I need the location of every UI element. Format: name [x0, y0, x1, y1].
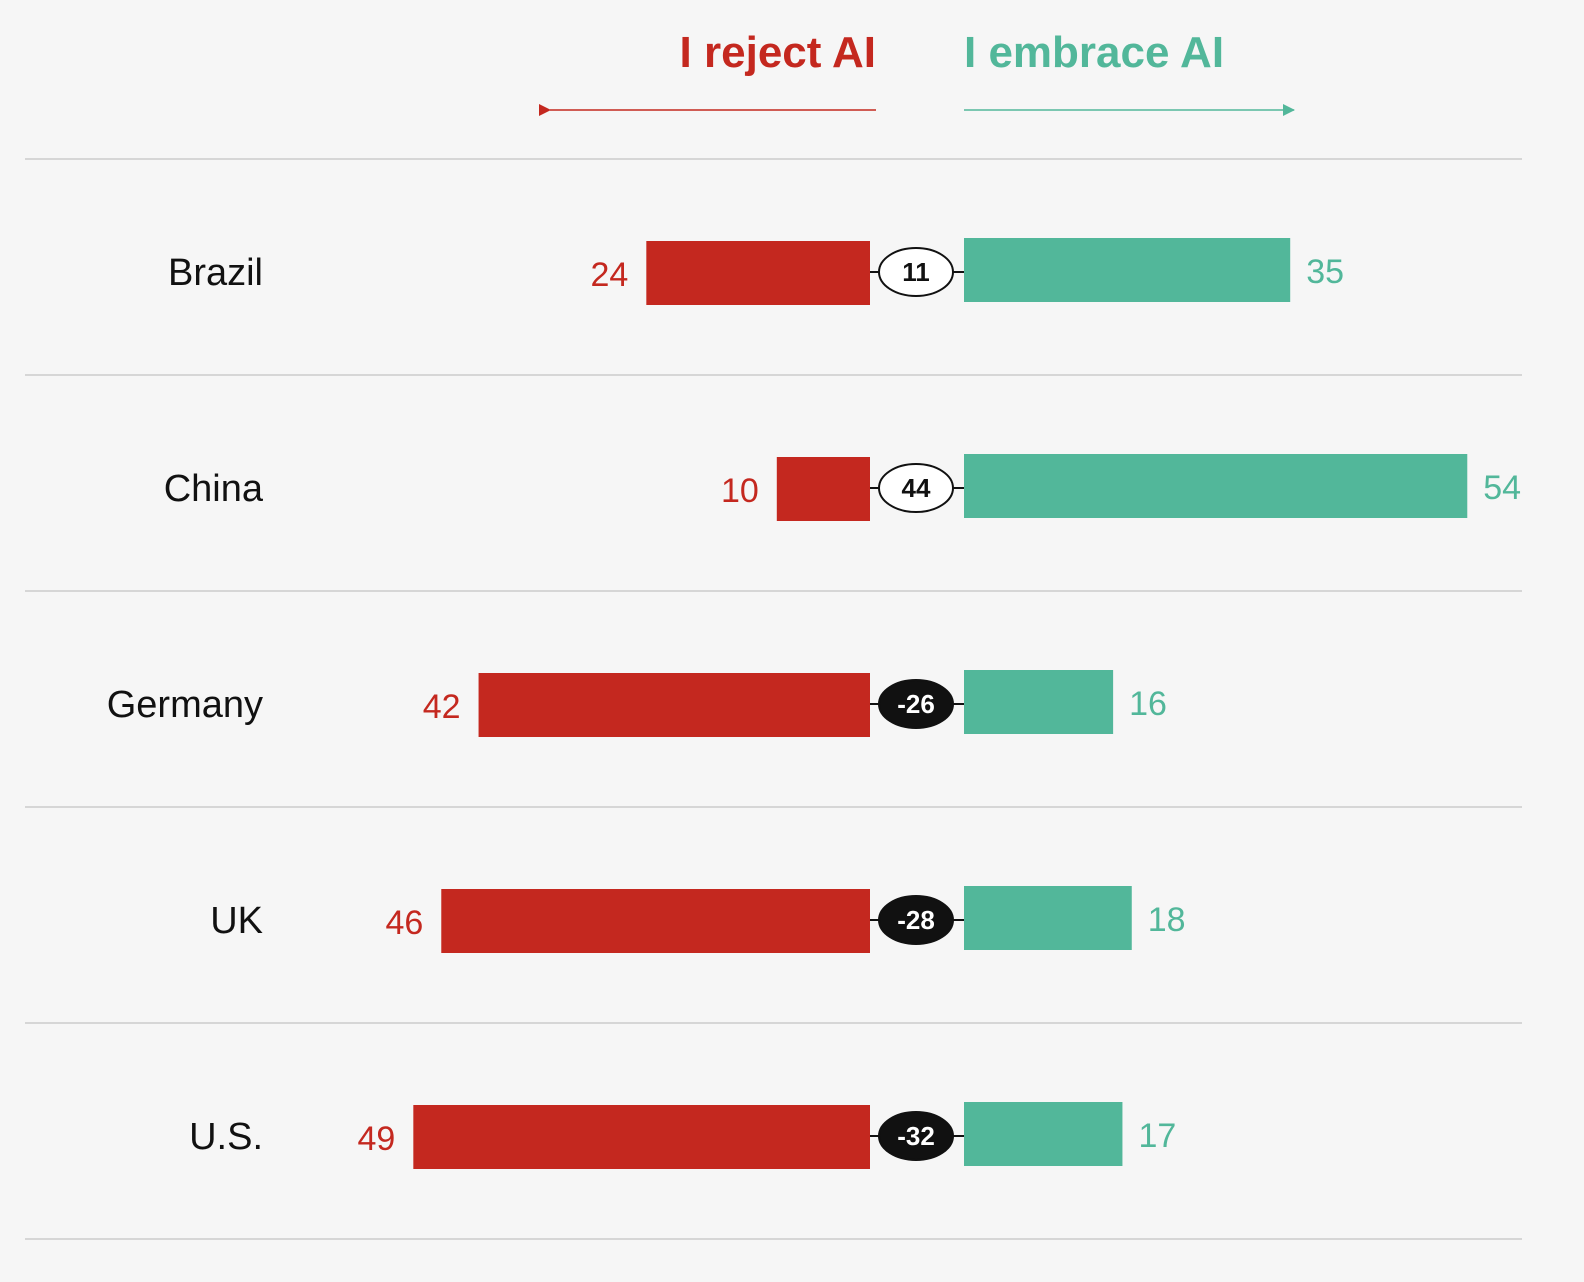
net-value-label: -28 [897, 905, 935, 935]
net-badge [878, 895, 954, 945]
reject-value-label: 10 [721, 472, 759, 510]
reject-bar [478, 673, 870, 737]
net-badge [878, 463, 954, 513]
country-label: U.S. [189, 1116, 263, 1158]
country-label: Germany [107, 684, 263, 726]
reject-bar [441, 889, 870, 953]
reject-value-label: 46 [385, 904, 423, 942]
reject-bar [646, 241, 870, 305]
net-value-label: 11 [902, 257, 930, 287]
embrace-bar [964, 886, 1132, 950]
net-badge [878, 1111, 954, 1161]
embrace-value-label: 54 [1483, 469, 1521, 507]
reject-value-label: 49 [357, 1120, 395, 1158]
embrace-value-label: 16 [1129, 685, 1167, 723]
country-label: Brazil [168, 252, 263, 294]
embrace-bar [964, 1102, 1123, 1166]
embrace-value-label: 18 [1148, 901, 1186, 939]
embrace-value-label: 35 [1306, 253, 1344, 291]
net-badge [878, 247, 954, 297]
country-label: China [164, 468, 264, 510]
reject-header: I reject AI [680, 28, 876, 77]
chart-rows: Brazil 24 35 11 China 10 54 44 Germany 42 16 -26 UK 4… [25, 158, 1522, 1240]
net-value-label: -26 [897, 689, 935, 719]
reject-value-label: 42 [423, 688, 461, 726]
net-badge [878, 679, 954, 729]
embrace-value-label: 17 [1138, 1117, 1176, 1155]
embrace-bar [964, 238, 1291, 302]
net-value-label: 44 [902, 473, 931, 503]
embrace-header: I embrace AI [964, 28, 1224, 77]
net-value-label: -32 [897, 1121, 935, 1151]
embrace-bar [964, 670, 1114, 734]
embrace-bar [964, 454, 1468, 518]
reject-bar [413, 1105, 870, 1169]
reject-bar [776, 457, 870, 521]
reject-value-label: 24 [590, 256, 628, 294]
country-label: UK [210, 900, 263, 942]
